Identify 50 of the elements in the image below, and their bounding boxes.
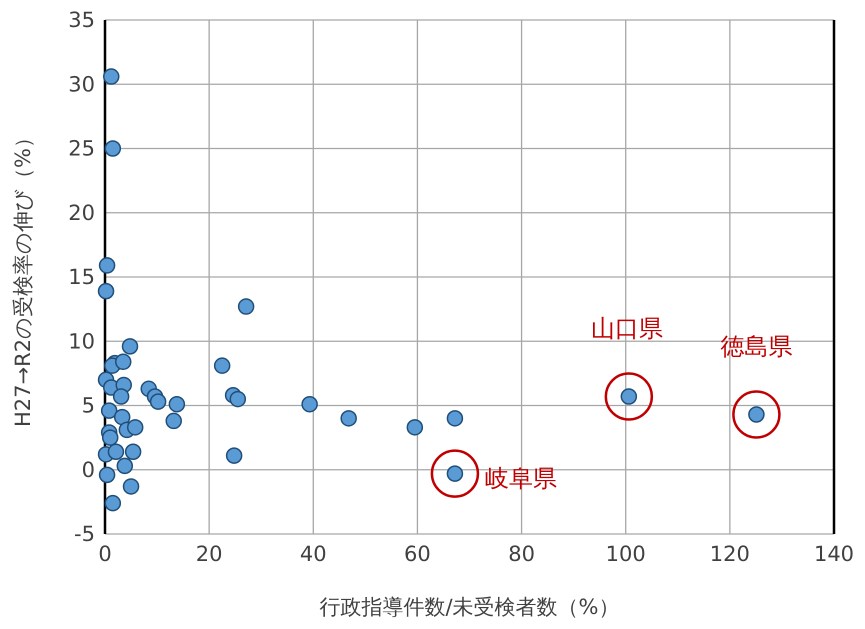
y-tick-label: 0	[82, 458, 95, 482]
y-tick-label: 5	[82, 394, 95, 418]
x-tick-label: 120	[710, 542, 750, 566]
point	[446, 410, 464, 427]
point	[114, 408, 130, 426]
point	[104, 140, 122, 157]
point	[104, 494, 122, 512]
point	[168, 396, 186, 412]
x-tick-label: 140	[814, 542, 854, 566]
x-tick-label: 0	[98, 542, 112, 566]
annotation: 徳島県	[720, 332, 792, 360]
point	[100, 402, 118, 419]
x-tick-label: 40	[300, 542, 327, 566]
y-tick-label: 25	[68, 136, 95, 160]
point	[214, 357, 230, 374]
point	[103, 68, 120, 85]
y-tick-label: 15	[68, 265, 95, 289]
y-tick-label: 35	[68, 8, 95, 32]
point	[406, 419, 424, 436]
point	[112, 388, 130, 405]
point	[226, 447, 242, 464]
point	[122, 478, 140, 495]
y-tick-label: -5	[74, 522, 95, 546]
point	[230, 390, 246, 408]
annotation: 岐阜県	[484, 464, 557, 493]
y-tick-label: 20	[68, 200, 95, 225]
y-tick-label: 30	[68, 72, 95, 96]
annotation: 山口県	[590, 314, 663, 343]
point	[98, 282, 114, 300]
point	[124, 444, 142, 460]
point	[165, 412, 182, 430]
point	[114, 354, 132, 370]
x-tick-label: 100	[606, 542, 646, 566]
point	[238, 298, 254, 315]
point	[150, 393, 166, 410]
point	[116, 458, 134, 474]
point	[301, 396, 318, 412]
point	[340, 410, 357, 427]
point	[98, 257, 116, 274]
y-tick-label: 10	[68, 329, 95, 354]
x-tick-label: 60	[404, 542, 431, 566]
point	[122, 338, 138, 355]
point	[108, 444, 124, 460]
point	[102, 429, 118, 446]
x-tick-label: 20	[196, 542, 223, 566]
point	[126, 419, 144, 436]
x-axis-title: 行政指導件数/未受検者数（%）	[319, 595, 620, 619]
x-tick-label: 80	[508, 542, 535, 566]
point	[98, 466, 116, 484]
y-axis-title: H27→R2の受検率の伸び（%）	[11, 126, 35, 428]
